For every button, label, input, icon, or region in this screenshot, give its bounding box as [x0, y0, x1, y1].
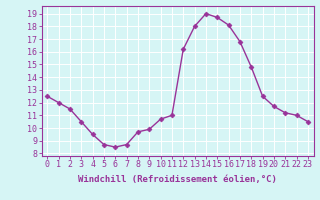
X-axis label: Windchill (Refroidissement éolien,°C): Windchill (Refroidissement éolien,°C) [78, 175, 277, 184]
